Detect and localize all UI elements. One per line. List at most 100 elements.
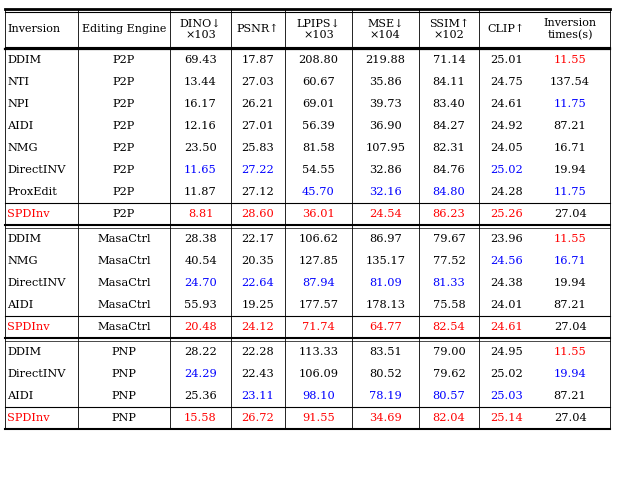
- Text: 17.87: 17.87: [241, 56, 275, 66]
- Text: PSNR↑: PSNR↑: [237, 24, 279, 34]
- Text: P2P: P2P: [113, 143, 135, 153]
- Text: 11.75: 11.75: [554, 187, 586, 197]
- Text: AIDI: AIDI: [7, 300, 33, 310]
- Text: 79.62: 79.62: [433, 369, 465, 379]
- Text: 13.44: 13.44: [184, 77, 217, 87]
- Text: 27.04: 27.04: [554, 412, 586, 422]
- Text: 81.09: 81.09: [369, 278, 402, 288]
- Text: 106.62: 106.62: [298, 234, 339, 244]
- Text: 26.21: 26.21: [241, 99, 275, 109]
- Text: P2P: P2P: [113, 77, 135, 87]
- Text: 27.04: 27.04: [554, 209, 586, 219]
- Text: 27.03: 27.03: [241, 77, 275, 87]
- Text: MasaCtrl: MasaCtrl: [97, 256, 151, 266]
- Text: 137.54: 137.54: [550, 77, 590, 87]
- Text: 69.43: 69.43: [184, 56, 217, 66]
- Text: 127.85: 127.85: [298, 256, 339, 266]
- Text: 113.33: 113.33: [298, 347, 339, 357]
- Text: 87.21: 87.21: [554, 300, 586, 310]
- Text: P2P: P2P: [113, 187, 135, 197]
- Text: P2P: P2P: [113, 165, 135, 175]
- Text: 77.52: 77.52: [433, 256, 465, 266]
- Text: 25.01: 25.01: [490, 56, 523, 66]
- Text: 25.03: 25.03: [490, 391, 523, 401]
- Text: 45.70: 45.70: [302, 187, 335, 197]
- Text: 24.75: 24.75: [490, 77, 523, 87]
- Text: 82.04: 82.04: [433, 412, 465, 422]
- Text: 11.75: 11.75: [554, 99, 586, 109]
- Text: DINO↓
×103: DINO↓ ×103: [180, 19, 221, 40]
- Text: 107.95: 107.95: [365, 143, 405, 153]
- Text: PNP: PNP: [111, 412, 136, 422]
- Text: 24.92: 24.92: [490, 121, 523, 131]
- Text: CLIP↑: CLIP↑: [488, 24, 525, 34]
- Text: 19.25: 19.25: [241, 300, 275, 310]
- Text: 35.86: 35.86: [369, 77, 402, 87]
- Text: 56.39: 56.39: [302, 121, 335, 131]
- Text: Inversion: Inversion: [7, 24, 60, 34]
- Text: 25.26: 25.26: [490, 209, 523, 219]
- Text: MasaCtrl: MasaCtrl: [97, 300, 151, 310]
- Text: 135.17: 135.17: [365, 256, 405, 266]
- Text: 28.60: 28.60: [241, 209, 275, 219]
- Text: 22.17: 22.17: [241, 234, 275, 244]
- Text: P2P: P2P: [113, 56, 135, 66]
- Text: DirectINV: DirectINV: [7, 278, 66, 288]
- Text: PNP: PNP: [111, 369, 136, 379]
- Text: 24.54: 24.54: [369, 209, 402, 219]
- Text: 80.52: 80.52: [369, 369, 402, 379]
- Text: 81.33: 81.33: [433, 278, 465, 288]
- Text: 79.00: 79.00: [433, 347, 465, 357]
- Text: 83.51: 83.51: [369, 347, 402, 357]
- Text: 83.40: 83.40: [433, 99, 465, 109]
- Text: 24.12: 24.12: [241, 322, 275, 331]
- Text: 23.50: 23.50: [184, 143, 217, 153]
- Text: MasaCtrl: MasaCtrl: [97, 278, 151, 288]
- Text: 19.94: 19.94: [554, 165, 586, 175]
- Text: 55.93: 55.93: [184, 300, 217, 310]
- Text: 25.14: 25.14: [490, 412, 523, 422]
- Text: 24.29: 24.29: [184, 369, 217, 379]
- Text: MSE↓
×104: MSE↓ ×104: [367, 19, 404, 40]
- Text: P2P: P2P: [113, 209, 135, 219]
- Text: 40.54: 40.54: [184, 256, 217, 266]
- Text: 24.61: 24.61: [490, 99, 523, 109]
- Text: 86.23: 86.23: [433, 209, 465, 219]
- Text: 39.73: 39.73: [369, 99, 402, 109]
- Text: 34.69: 34.69: [369, 412, 402, 422]
- Text: MasaCtrl: MasaCtrl: [97, 234, 151, 244]
- Text: 24.05: 24.05: [490, 143, 523, 153]
- Text: SPDInv: SPDInv: [7, 412, 50, 422]
- Text: 16.71: 16.71: [554, 143, 586, 153]
- Text: 25.36: 25.36: [184, 391, 217, 401]
- Text: PNP: PNP: [111, 391, 136, 401]
- Text: 22.28: 22.28: [241, 347, 275, 357]
- Text: 24.01: 24.01: [490, 300, 523, 310]
- Text: 64.77: 64.77: [369, 322, 402, 331]
- Text: 22.64: 22.64: [241, 278, 275, 288]
- Text: 27.01: 27.01: [241, 121, 275, 131]
- Text: 87.94: 87.94: [302, 278, 335, 288]
- Text: 82.54: 82.54: [433, 322, 465, 331]
- Text: 80.57: 80.57: [433, 391, 465, 401]
- Text: 71.74: 71.74: [302, 322, 335, 331]
- Text: SPDInv: SPDInv: [7, 322, 50, 331]
- Text: 16.17: 16.17: [184, 99, 217, 109]
- Text: 19.94: 19.94: [554, 278, 586, 288]
- Text: 178.13: 178.13: [365, 300, 405, 310]
- Text: 12.16: 12.16: [184, 121, 217, 131]
- Text: P2P: P2P: [113, 121, 135, 131]
- Text: 91.55: 91.55: [302, 412, 335, 422]
- Text: 78.19: 78.19: [369, 391, 402, 401]
- Text: 84.80: 84.80: [433, 187, 465, 197]
- Text: AIDI: AIDI: [7, 391, 33, 401]
- Text: 28.38: 28.38: [184, 234, 217, 244]
- Text: 32.86: 32.86: [369, 165, 402, 175]
- Text: NMG: NMG: [7, 143, 38, 153]
- Text: 32.16: 32.16: [369, 187, 402, 197]
- Text: NMG: NMG: [7, 256, 38, 266]
- Text: 24.95: 24.95: [490, 347, 523, 357]
- Text: ProxEdit: ProxEdit: [7, 187, 57, 197]
- Text: 87.21: 87.21: [554, 391, 586, 401]
- Text: 8.81: 8.81: [188, 209, 213, 219]
